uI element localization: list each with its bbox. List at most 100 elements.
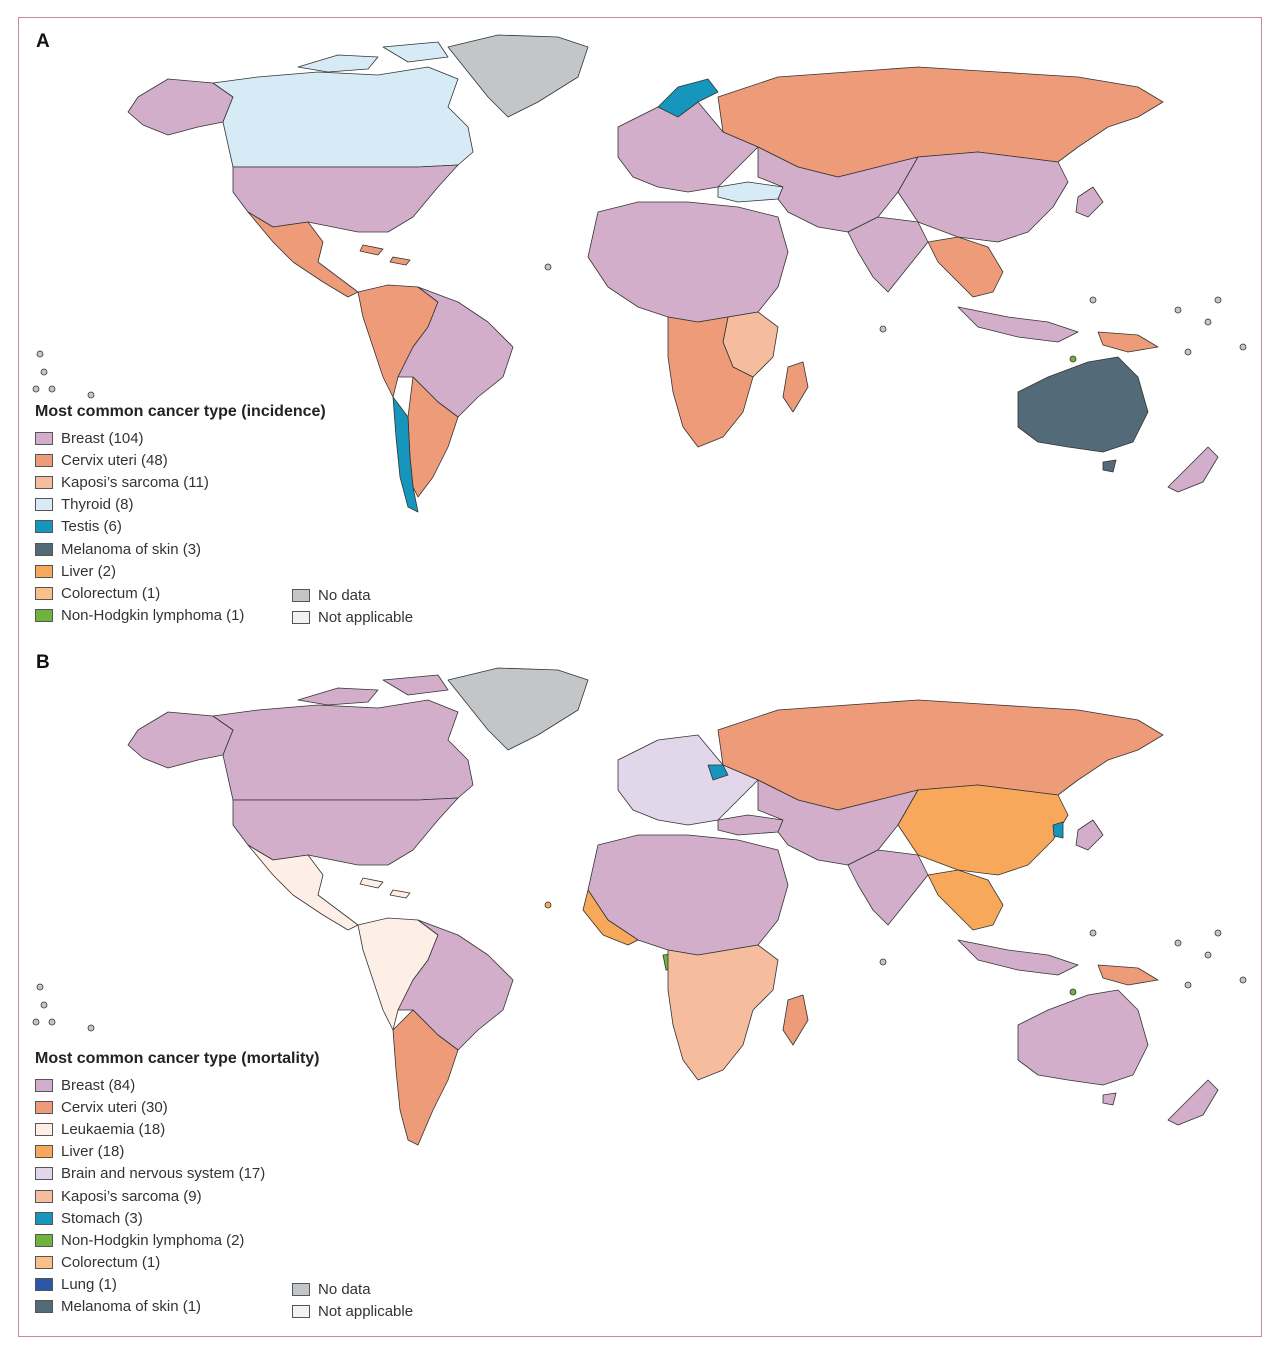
legend-swatch: [35, 1189, 53, 1203]
legend-swatch: [35, 453, 53, 467]
legend-swatch: [35, 564, 53, 578]
legend-mortality: Most common cancer type (mortality) Brea…: [35, 1050, 320, 1318]
region-west-africa: [582, 889, 639, 946]
island-marker: [1089, 929, 1097, 937]
legend-swatch: [35, 431, 53, 445]
legend-label: Non-Hodgkin lymphoma (2): [61, 1231, 245, 1249]
legend-label: Kaposi’s sarcoma (11): [61, 473, 209, 491]
island-marker: [1239, 976, 1247, 984]
legend-item: Kaposi’s sarcoma (9): [35, 1185, 320, 1207]
region-china: [897, 151, 1069, 243]
legend-swatch: [35, 1233, 53, 1247]
world-map-incidence: [32, 34, 1247, 513]
region-europe: [617, 734, 759, 826]
legend-swatch: [35, 586, 53, 600]
legend-swatch: [35, 520, 53, 534]
legend-extra-mortality: No data Not applicable: [292, 1278, 413, 1322]
island-marker: [1174, 939, 1182, 947]
island-marker: [40, 1001, 48, 1009]
region-australia: [1017, 356, 1149, 453]
legend-swatch: [35, 609, 53, 623]
island-marker: [40, 368, 48, 376]
island-marker: [1204, 951, 1212, 959]
legend-label: Non-Hodgkin lymphoma (1): [61, 607, 245, 625]
legend-label: No data: [318, 1280, 371, 1298]
legend-item: Brain and nervous system (17): [35, 1163, 320, 1185]
legend-item: Kaposi’s sarcoma (11): [35, 471, 326, 493]
island-marker: [87, 391, 95, 399]
legend-label: Breast (84): [61, 1076, 136, 1094]
legend-item: Breast (84): [35, 1074, 320, 1096]
region-greenland: [447, 667, 589, 751]
region-korea: [1052, 821, 1064, 839]
legend-item: Non-Hodgkin lymphoma (1): [35, 605, 326, 627]
legend-label: Testis (6): [61, 518, 122, 536]
island-marker-nhl: [1069, 988, 1077, 996]
legend-swatch: [292, 588, 310, 602]
island-marker: [1089, 296, 1097, 304]
region-turkey: [717, 181, 784, 203]
legend-swatch: [35, 1300, 53, 1314]
region-usa: [232, 797, 459, 866]
legend-incidence: Most common cancer type (incidence) Brea…: [35, 403, 326, 627]
region-southeast-asia: [927, 869, 1004, 931]
region-alaska: [127, 78, 234, 136]
legend-swatch: [35, 1211, 53, 1225]
region-madagascar: [782, 361, 809, 413]
panel-label: B: [36, 652, 50, 673]
legend-item: Non-Hodgkin lymphoma (2): [35, 1229, 320, 1251]
legend-item: Leukaemia (18): [35, 1118, 320, 1140]
region-chile: [392, 396, 419, 513]
panel-a-incidence-map: A: [18, 17, 1262, 657]
region-belarus: [707, 764, 729, 781]
legend-swatch: [35, 542, 53, 556]
island-marker-liver: [544, 901, 552, 909]
region-alaska: [127, 711, 234, 769]
island-marker: [1214, 296, 1222, 304]
region-caribbean: [359, 244, 411, 266]
region-southeast-asia: [927, 236, 1004, 298]
legend-swatch: [35, 1167, 53, 1181]
region-canada: [212, 66, 474, 168]
region-argentina: [392, 1009, 459, 1146]
legend-label: No data: [318, 586, 371, 604]
island-marker: [1174, 306, 1182, 314]
legend-swatch: [292, 1282, 310, 1296]
island-marker: [879, 325, 887, 333]
legend-label: Not applicable: [318, 608, 414, 626]
legend-item: Testis (6): [35, 516, 326, 538]
region-canada: [212, 699, 474, 801]
region-arctic-islands: [297, 41, 449, 73]
legend-swatch: [35, 1122, 53, 1136]
region-new-zealand: [1167, 446, 1219, 493]
legend-swatch: [292, 1304, 310, 1318]
island-marker: [1184, 981, 1192, 989]
region-papua: [1097, 331, 1159, 353]
legend-item: Stomach (3): [35, 1207, 320, 1229]
region-africa-south: [667, 316, 754, 448]
region-caribbean: [359, 877, 411, 899]
legend-item: Melanoma of skin (3): [35, 538, 326, 560]
legend-swatch: [292, 610, 310, 624]
legend-label: Liver (2): [61, 562, 117, 580]
legend-swatch: [35, 1278, 53, 1292]
legend-label: Liver (18): [61, 1143, 125, 1161]
legend-swatch: [35, 1256, 53, 1270]
legend-item: Not applicable: [292, 1300, 413, 1322]
legend-label: Cervix uteri (48): [61, 451, 168, 469]
legend-swatch: [35, 498, 53, 512]
legend-item: Not applicable: [292, 606, 413, 628]
region-indonesia: [957, 306, 1079, 343]
legend-item: No data: [292, 584, 413, 606]
legend-label: Colorectum (1): [61, 1254, 161, 1272]
legend-item: Cervix uteri (30): [35, 1096, 320, 1118]
legend-swatch: [35, 475, 53, 489]
region-usa: [232, 164, 459, 233]
legend-label: Kaposi’s sarcoma (9): [61, 1187, 202, 1205]
region-india: [847, 216, 929, 293]
island-marker: [36, 350, 44, 358]
island-marker: [1204, 318, 1212, 326]
legend-label: Melanoma of skin (1): [61, 1298, 202, 1316]
region-mexico-central-america: [247, 844, 359, 931]
region-japan: [1075, 186, 1104, 218]
